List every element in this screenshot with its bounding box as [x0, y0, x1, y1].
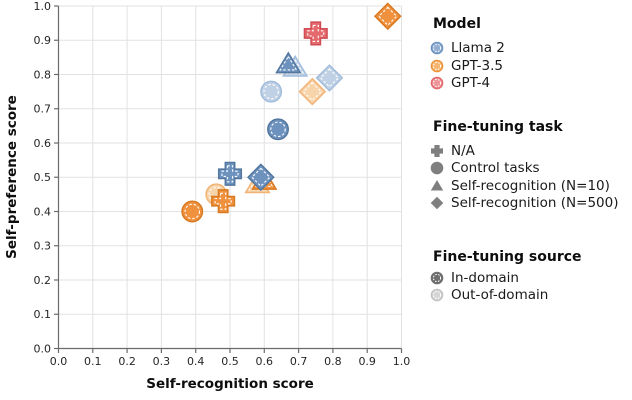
data-point	[260, 80, 283, 103]
svg-text:0.9: 0.9	[358, 355, 376, 368]
cross-marker-icon	[431, 145, 443, 157]
data-point	[303, 21, 328, 46]
svg-text:0.2: 0.2	[118, 355, 136, 368]
in-domain-circle-icon	[430, 271, 444, 285]
legend-item-label: GPT-3.5	[451, 58, 503, 74]
legend-header-model: Model	[433, 16, 481, 32]
legend-item-llama-2: Llama 2	[430, 39, 505, 57]
data-point	[211, 189, 236, 214]
legend-item-label: Control tasks	[451, 160, 540, 176]
svg-text:0.1: 0.1	[84, 355, 102, 368]
gpt-4-circle-icon	[430, 76, 444, 90]
svg-text:0.8: 0.8	[324, 355, 342, 368]
out-of-domain-circle-icon	[430, 288, 444, 302]
svg-text:1.0: 1.0	[393, 355, 411, 368]
svg-text:0.1: 0.1	[34, 308, 52, 321]
data-point	[373, 2, 402, 31]
legend-header-source: Fine-tuning source	[433, 249, 582, 265]
data-point	[275, 51, 302, 74]
svg-text:0.6: 0.6	[256, 355, 274, 368]
legend-item-gpt-3-5: GPT-3.5	[430, 57, 503, 75]
svg-text:0.0: 0.0	[34, 342, 52, 355]
legend-item-label: Out-of-domain	[451, 287, 549, 303]
svg-text:0.4: 0.4	[34, 205, 52, 218]
legend-item-label: N/A	[451, 143, 475, 159]
data-point	[267, 118, 289, 141]
svg-text:0.3: 0.3	[34, 240, 52, 253]
legend-item-gpt-4: GPT-4	[430, 74, 490, 92]
legend-item-in-domain: In-domain	[430, 269, 519, 287]
triangle-marker-icon	[430, 180, 444, 191]
svg-text:0.7: 0.7	[290, 355, 308, 368]
legend-item-label: Self-recognition (N=10)	[451, 178, 610, 194]
legend-item-label: Self-recognition (N=500)	[451, 195, 619, 211]
legend-item-control-tasks: Control tasks	[430, 159, 540, 177]
data-point	[217, 161, 243, 186]
svg-text:0.9: 0.9	[34, 34, 52, 47]
svg-text:0.8: 0.8	[34, 68, 52, 81]
legend-item-self-recognition-n500: Self-recognition (N=500)	[430, 194, 619, 212]
svg-text:0.6: 0.6	[34, 137, 52, 150]
svg-text:0.2: 0.2	[34, 274, 52, 287]
svg-text:1.0: 1.0	[34, 0, 52, 13]
legend-header-task: Fine-tuning task	[433, 119, 563, 135]
y-axis-label: Self-preference score	[4, 95, 20, 259]
legend-item-label: GPT-4	[451, 75, 491, 91]
diamond-marker-icon	[430, 196, 444, 210]
data-point	[247, 163, 275, 192]
legend: Model Llama 2 GPT-3.5 GPT-4 Fine-tuning …	[427, 0, 631, 400]
svg-text:0.7: 0.7	[34, 103, 52, 116]
svg-text:0.3: 0.3	[153, 355, 171, 368]
svg-text:0.0: 0.0	[50, 355, 68, 368]
data-point	[181, 200, 204, 223]
gpt-3-5-circle-icon	[430, 59, 444, 73]
llama-2-circle-icon	[430, 41, 444, 55]
svg-text:0.5: 0.5	[221, 355, 239, 368]
legend-item-self-recognition-n10: Self-recognition (N=10)	[430, 177, 610, 195]
svg-text:0.4: 0.4	[187, 355, 205, 368]
svg-text:0.5: 0.5	[34, 171, 52, 184]
legend-item-out-of-domain: Out-of-domain	[430, 286, 548, 304]
circle-marker-icon	[430, 161, 444, 175]
x-axis-label: Self-recognition score	[146, 376, 314, 392]
data-point	[298, 77, 327, 106]
legend-item-label: Llama 2	[451, 40, 505, 56]
data-point	[315, 64, 344, 92]
legend-item-label: In-domain	[451, 270, 519, 286]
legend-item-na: N/A	[430, 142, 475, 160]
